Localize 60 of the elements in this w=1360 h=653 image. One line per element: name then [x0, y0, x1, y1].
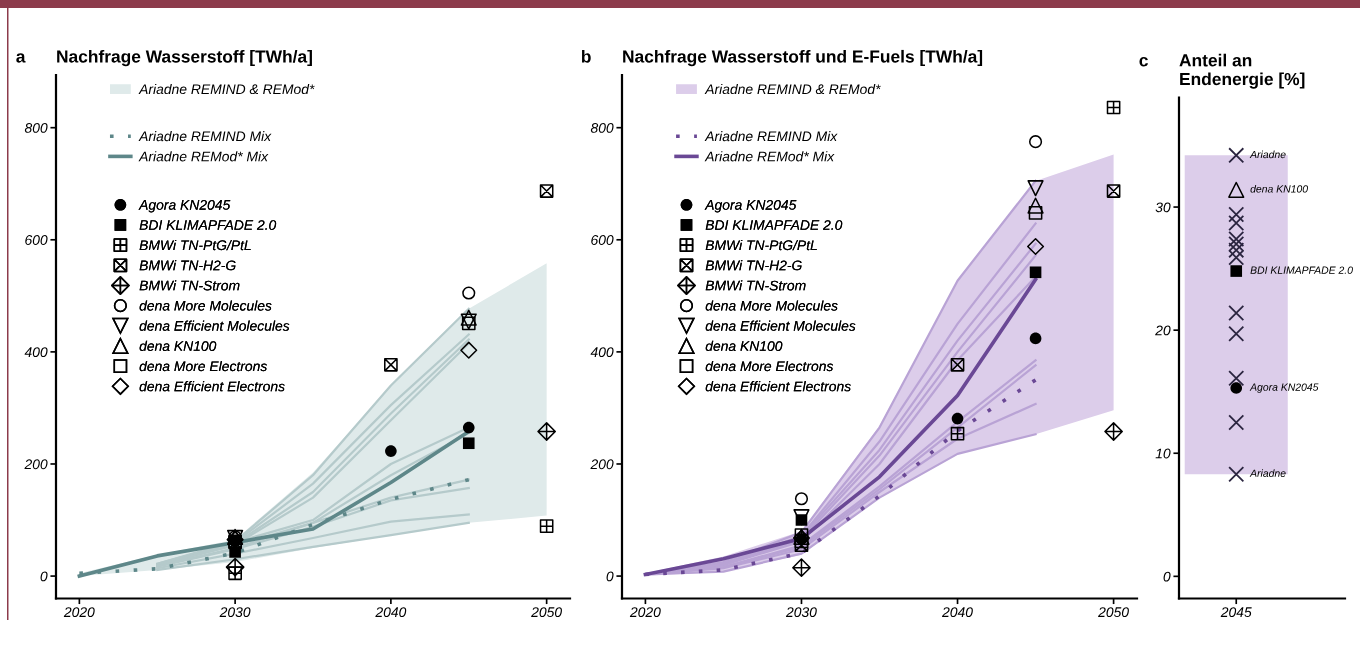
- legend-label: dena Efficient Molecules: [139, 320, 290, 331]
- legend-label: BMWi TN-H2-G: [705, 260, 802, 271]
- legend-label: BDI KLIMAPFADE 2.0: [139, 220, 277, 230]
- y-tick-label: 0: [1163, 571, 1171, 582]
- x-tick-label: 2030: [219, 607, 251, 618]
- y-tick-label: 10: [1155, 448, 1171, 459]
- legend-label: Ariadne REMod* Mix: [138, 151, 269, 162]
- annotation: Ariadne: [1249, 469, 1286, 477]
- legend-label: Ariadne REMIND Mix: [704, 131, 838, 142]
- series-label: BDI KLIMAPFADE 2.0: [1250, 266, 1353, 274]
- y-tick-label: 30: [1155, 202, 1171, 213]
- y-tick-label: 0: [40, 571, 48, 582]
- legend-label: dena More Electrons: [705, 360, 834, 372]
- legend-label: dena Efficient Molecules: [705, 320, 856, 331]
- y-tick-label: 600: [25, 235, 48, 245]
- y-tick-label: 400: [24, 347, 48, 358]
- chart-title: Nachfrage Wasserstoff und E-Fuels [TWh/a]: [623, 49, 983, 67]
- legend-label: dena More Electrons: [139, 360, 268, 372]
- legend-label: Ariadne REMIND & REMod*: [704, 83, 881, 95]
- legend-label: Agora KN2045: [138, 199, 231, 213]
- x-tick-label: 2030: [785, 607, 817, 618]
- legend-label: BDI KLIMAPFADE 2.0: [705, 220, 843, 230]
- y-tick-label: 200: [590, 459, 614, 470]
- legend-label: Agora KN2045: [704, 199, 797, 213]
- legend-label: dena KN100: [139, 340, 217, 351]
- chart-title: Anteil an Endenergie [%]: [1179, 53, 1305, 89]
- y-tick-label: 800: [24, 123, 48, 133]
- legend-label: BMWi TN-H2-G: [139, 260, 236, 271]
- y-tick-label: 800: [590, 123, 614, 133]
- x-tick-label: 2050: [1098, 607, 1129, 618]
- series-label: dena KN100: [1250, 184, 1308, 193]
- x-tick-label: 2040: [942, 607, 973, 618]
- text: b: [581, 49, 591, 63]
- chart-title: Nachfrage Wasserstoff [TWh/a]: [57, 49, 312, 67]
- text: c: [1139, 56, 1148, 67]
- y-tick-label: 600: [591, 235, 614, 245]
- x-tick-label: 2020: [629, 607, 661, 618]
- annotation: Ariadne: [1249, 150, 1286, 159]
- legend-label: Ariadne REMIND Mix: [138, 131, 272, 142]
- legend-label: dena More Molecules: [705, 300, 838, 311]
- legend-label: BMWi TN-Strom: [139, 280, 240, 291]
- series-label: Agora KN2045: [1249, 383, 1319, 393]
- legend-label: dena KN100: [705, 340, 783, 351]
- y-tick-label: 0: [606, 571, 614, 582]
- legend-label: BMWi TN-Strom: [705, 280, 806, 291]
- x-tick-label: 2045: [1220, 607, 1252, 618]
- y-tick-label: 200: [24, 459, 48, 470]
- legend-label: Ariadne REMod* Mix: [704, 151, 835, 162]
- legend-label: dena More Molecules: [139, 300, 272, 311]
- legend-label: BMWi TN-PtG/PtL: [705, 239, 817, 251]
- legend-label: BMWi TN-PtG/PtL: [139, 239, 251, 251]
- y-tick-label: 20: [1155, 325, 1171, 336]
- y-tick-label: 400: [590, 347, 614, 358]
- x-tick-label: 2040: [375, 607, 407, 618]
- text: a: [16, 53, 26, 63]
- legend-label: dena Efficient Electrons: [139, 381, 285, 392]
- x-tick-label: 2020: [63, 607, 95, 618]
- legend-label: dena Efficient Electrons: [705, 381, 851, 392]
- legend-label: Ariadne REMIND & REMod*: [138, 83, 315, 95]
- x-tick-label: 2050: [531, 607, 562, 618]
